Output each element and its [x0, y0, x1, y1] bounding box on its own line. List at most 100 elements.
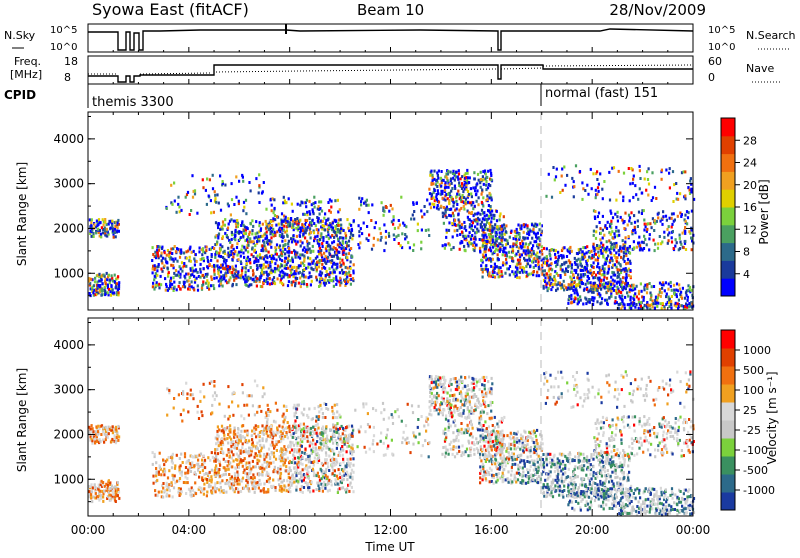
echo-cell	[245, 284, 247, 287]
echo-cell	[618, 170, 620, 173]
echo-cell	[451, 187, 453, 190]
echo-cell	[619, 303, 621, 306]
echo-cell	[490, 249, 492, 252]
echo-cell	[176, 454, 178, 457]
echo-cell	[593, 271, 595, 274]
echo-cell	[675, 182, 677, 185]
echo-cell	[236, 447, 238, 450]
echo-cell	[99, 490, 101, 493]
echo-cell	[549, 276, 551, 279]
echo-cell	[684, 297, 686, 300]
echo-cell	[231, 475, 233, 478]
echo-cell	[361, 197, 363, 200]
echo-cell	[333, 285, 335, 288]
echo-cell	[152, 475, 154, 478]
echo-cell	[622, 281, 624, 284]
echo-cell	[690, 289, 692, 292]
echo-cell	[325, 282, 327, 285]
echo-cell	[265, 248, 267, 251]
echo-cell	[232, 478, 234, 481]
echo-cell	[309, 455, 311, 458]
echo-cell	[400, 244, 402, 247]
echo-cell	[265, 455, 267, 458]
echo-cell	[313, 460, 315, 463]
echo-cell	[263, 453, 265, 456]
echo-cell	[289, 481, 291, 484]
echo-cell	[464, 249, 466, 252]
echo-cell	[652, 196, 654, 199]
echo-cell	[296, 469, 298, 472]
echo-cell	[281, 212, 283, 215]
echo-cell	[216, 438, 218, 441]
echo-cell	[593, 266, 595, 269]
echo-cell	[276, 243, 278, 246]
echo-cell	[285, 448, 287, 451]
echo-cell	[271, 224, 273, 227]
echo-cell	[433, 203, 435, 206]
echo-cell	[324, 267, 326, 270]
echo-cell	[252, 278, 254, 281]
echo-cell	[167, 476, 169, 479]
echo-cell	[309, 271, 311, 274]
echo-cell	[196, 455, 198, 458]
echo-cell	[258, 173, 260, 176]
echo-cell	[214, 197, 216, 200]
echo-cell	[616, 286, 618, 289]
echo-cell	[487, 186, 489, 189]
echo-cell	[658, 212, 660, 215]
echo-cell	[413, 243, 415, 246]
echo-cell	[269, 264, 271, 267]
echo-cell	[417, 229, 419, 232]
echo-cell	[445, 181, 447, 184]
echo-cell	[479, 247, 481, 250]
echo-cell	[481, 193, 483, 196]
echo-cell	[635, 303, 637, 306]
echo-cell	[296, 235, 298, 238]
echo-cell	[329, 279, 331, 282]
nave-tick-top: 60	[708, 55, 722, 68]
echo-cell	[109, 281, 111, 284]
echo-cell	[223, 434, 225, 437]
echo-cell	[218, 202, 220, 205]
echo-cell	[442, 197, 444, 200]
echo-cell	[288, 254, 290, 257]
echo-cell	[284, 219, 286, 222]
echo-cell	[247, 250, 249, 253]
echo-cell	[632, 182, 634, 185]
echo-cell	[203, 455, 205, 458]
echo-cell	[219, 481, 221, 484]
echo-cell	[243, 487, 245, 490]
echo-cell	[474, 213, 476, 216]
echo-cell	[326, 273, 328, 276]
echo-cell	[193, 464, 195, 467]
echo-cell	[279, 258, 281, 261]
echo-cell	[506, 239, 508, 242]
echo-cell	[118, 497, 120, 500]
echo-cell	[684, 194, 686, 197]
echo-cell	[255, 465, 257, 468]
echo-cell	[209, 459, 211, 462]
echo-cell	[345, 266, 347, 269]
echo-cell	[306, 211, 308, 214]
echo-cell	[294, 477, 296, 480]
echo-cell	[602, 265, 604, 268]
echo-cell	[420, 209, 422, 212]
echo-cell	[258, 201, 260, 204]
echo-cell	[633, 175, 635, 178]
echo-cell	[255, 260, 257, 263]
echo-cell	[577, 273, 579, 276]
echo-cell	[489, 184, 491, 187]
echo-cell	[185, 265, 187, 268]
echo-cell	[232, 440, 234, 443]
echo-cell	[94, 277, 96, 280]
echo-cell	[485, 245, 487, 248]
echo-cell	[505, 258, 507, 261]
echo-cell	[281, 227, 283, 230]
echo-cell	[195, 268, 197, 271]
echo-cell	[285, 465, 287, 468]
echo-cell	[563, 246, 565, 249]
echo-cell	[286, 229, 288, 232]
echo-cell	[242, 465, 244, 468]
echo-cell	[625, 269, 627, 272]
echo-cell	[193, 250, 195, 253]
